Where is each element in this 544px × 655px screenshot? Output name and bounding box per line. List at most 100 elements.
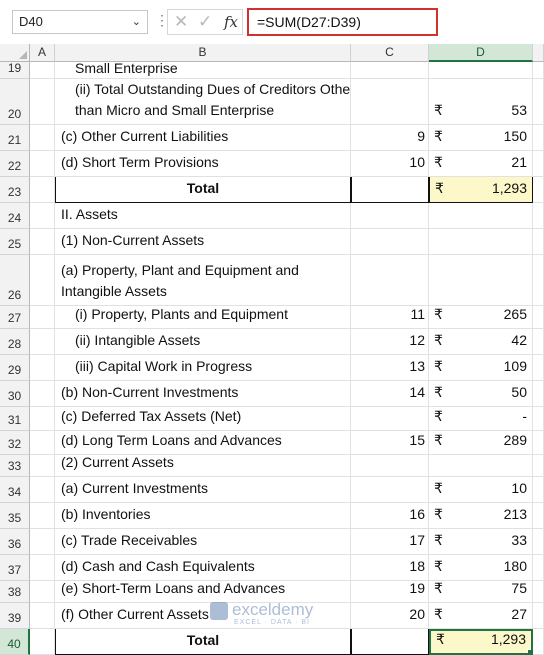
cell-a[interactable] xyxy=(30,381,55,407)
cell-e[interactable] xyxy=(533,555,544,581)
cell-a[interactable] xyxy=(30,255,55,306)
cell-b[interactable]: (1) Non-Current Assets xyxy=(55,229,351,255)
cell-c[interactable]: 15 xyxy=(351,431,429,455)
row-header[interactable]: 22 xyxy=(0,151,30,177)
active-cell[interactable]: ₹1,293 xyxy=(429,629,533,655)
cell-d[interactable] xyxy=(429,455,533,477)
row-header[interactable]: 31 xyxy=(0,407,30,431)
cell-b[interactable]: (i) Property, Plants and Equipment xyxy=(55,306,351,329)
cell-a[interactable] xyxy=(30,555,55,581)
cell-a[interactable] xyxy=(30,203,55,229)
cell-c[interactable] xyxy=(351,203,429,229)
cell-a[interactable] xyxy=(30,306,55,329)
cell-d[interactable]: ₹ - xyxy=(429,407,533,431)
cell-c[interactable] xyxy=(351,79,429,125)
cell-c[interactable]: 14 xyxy=(351,381,429,407)
cell-c[interactable]: 18 xyxy=(351,555,429,581)
cell-b[interactable]: (c) Deferred Tax Assets (Net) xyxy=(55,407,351,431)
cell-e[interactable] xyxy=(533,203,544,229)
row-header[interactable]: 21 xyxy=(0,125,30,151)
cell-e[interactable] xyxy=(533,407,544,431)
cell-e[interactable] xyxy=(533,431,544,455)
cell-b[interactable]: Total xyxy=(55,629,351,655)
cell-d[interactable]: ₹75 xyxy=(429,581,533,603)
cell-a[interactable] xyxy=(30,529,55,555)
cell-e[interactable] xyxy=(533,255,544,306)
cell-a[interactable] xyxy=(30,79,55,125)
insert-function-button[interactable]: fx xyxy=(224,13,239,31)
row-header[interactable]: 26 xyxy=(0,255,30,306)
column-header-e[interactable] xyxy=(533,44,544,62)
cell-e[interactable] xyxy=(533,455,544,477)
cell-b[interactable]: (e) Short-Term Loans and Advances xyxy=(55,581,351,603)
cell-d[interactable]: ₹289 xyxy=(429,431,533,455)
cell-e[interactable] xyxy=(533,62,544,79)
cell-c[interactable]: 13 xyxy=(351,355,429,381)
cell-b[interactable]: (a) Property, Plant and Equipment and In… xyxy=(55,255,351,306)
row-header[interactable]: 24 xyxy=(0,203,30,229)
row-header[interactable]: 33 xyxy=(0,455,30,477)
row-header[interactable]: 19 xyxy=(0,61,30,79)
cell-e[interactable] xyxy=(533,125,544,151)
cell-b[interactable]: (c) Trade Receivables xyxy=(55,529,351,555)
chevron-down-icon[interactable]: ⌄ xyxy=(131,16,141,28)
row-header[interactable]: 29 xyxy=(0,355,30,381)
cell-b[interactable]: (b) Inventories xyxy=(55,503,351,529)
cell-a[interactable] xyxy=(30,151,55,177)
cell-a[interactable] xyxy=(30,629,55,655)
cell-c[interactable] xyxy=(351,229,429,255)
cell-b[interactable]: (ii) Intangible Assets xyxy=(55,329,351,355)
cell-c[interactable] xyxy=(351,177,429,203)
cell-b[interactable]: II. Assets xyxy=(55,203,351,229)
cell-b[interactable]: (iii) Capital Work in Progress xyxy=(55,355,351,381)
x-icon[interactable]: ✕ xyxy=(174,12,189,31)
cell-e[interactable] xyxy=(533,151,544,177)
cell-a[interactable] xyxy=(30,329,55,355)
row-header[interactable]: 37 xyxy=(0,555,30,581)
row-header[interactable]: 38 xyxy=(0,581,30,603)
cell-c[interactable]: 12 xyxy=(351,329,429,355)
cell-b[interactable]: (d) Short Term Provisions xyxy=(55,151,351,177)
cell-b[interactable]: (d) Long Term Loans and Advances xyxy=(55,431,351,455)
cell-e[interactable] xyxy=(533,381,544,407)
cell-d[interactable]: ₹109 xyxy=(429,355,533,381)
more-options-icon[interactable]: ⋮ xyxy=(155,12,169,28)
cell-e[interactable] xyxy=(533,629,544,655)
cell-e[interactable] xyxy=(533,581,544,603)
cell-b[interactable]: (b) Non-Current Investments xyxy=(55,381,351,407)
cell-c[interactable] xyxy=(351,477,429,503)
cell-e[interactable] xyxy=(533,306,544,329)
cell-b[interactable]: (2) Current Assets xyxy=(55,455,351,477)
row-header[interactable]: 40 xyxy=(0,629,30,655)
cell-a[interactable] xyxy=(30,229,55,255)
cell-a[interactable] xyxy=(30,431,55,455)
cell-c[interactable]: 20 xyxy=(351,603,429,629)
row-header[interactable]: 27 xyxy=(0,306,30,329)
cell-a[interactable] xyxy=(30,62,55,79)
row-header[interactable]: 39 xyxy=(0,603,30,629)
cell-e[interactable] xyxy=(533,529,544,555)
column-header-c[interactable]: C xyxy=(351,44,429,62)
cell-a[interactable] xyxy=(30,125,55,151)
cell-b[interactable]: (d) Cash and Cash Equivalents xyxy=(55,555,351,581)
cell-a[interactable] xyxy=(30,581,55,603)
cell-d[interactable]: ₹1,293 xyxy=(429,177,533,203)
cell-c[interactable]: 9 xyxy=(351,125,429,151)
cell-d[interactable]: ₹33 xyxy=(429,529,533,555)
row-header[interactable]: 25 xyxy=(0,229,30,255)
cell-d[interactable] xyxy=(429,255,533,306)
row-header[interactable]: 35 xyxy=(0,503,30,529)
cell-c[interactable]: 19 xyxy=(351,581,429,603)
row-header[interactable]: 23 xyxy=(0,177,30,203)
cell-c[interactable]: 17 xyxy=(351,529,429,555)
cell-d[interactable]: ₹150 xyxy=(429,125,533,151)
cell-e[interactable] xyxy=(533,329,544,355)
name-box[interactable]: D40 ⌄ xyxy=(12,10,148,34)
formula-input[interactable]: =SUM(D27:D39) xyxy=(247,8,438,36)
cell-d[interactable]: ₹213 xyxy=(429,503,533,529)
cell-e[interactable] xyxy=(533,355,544,381)
cell-d[interactable] xyxy=(429,229,533,255)
cell-d[interactable]: ₹53 xyxy=(429,79,533,125)
row-header[interactable]: 34 xyxy=(0,477,30,503)
cell-e[interactable] xyxy=(533,603,544,629)
